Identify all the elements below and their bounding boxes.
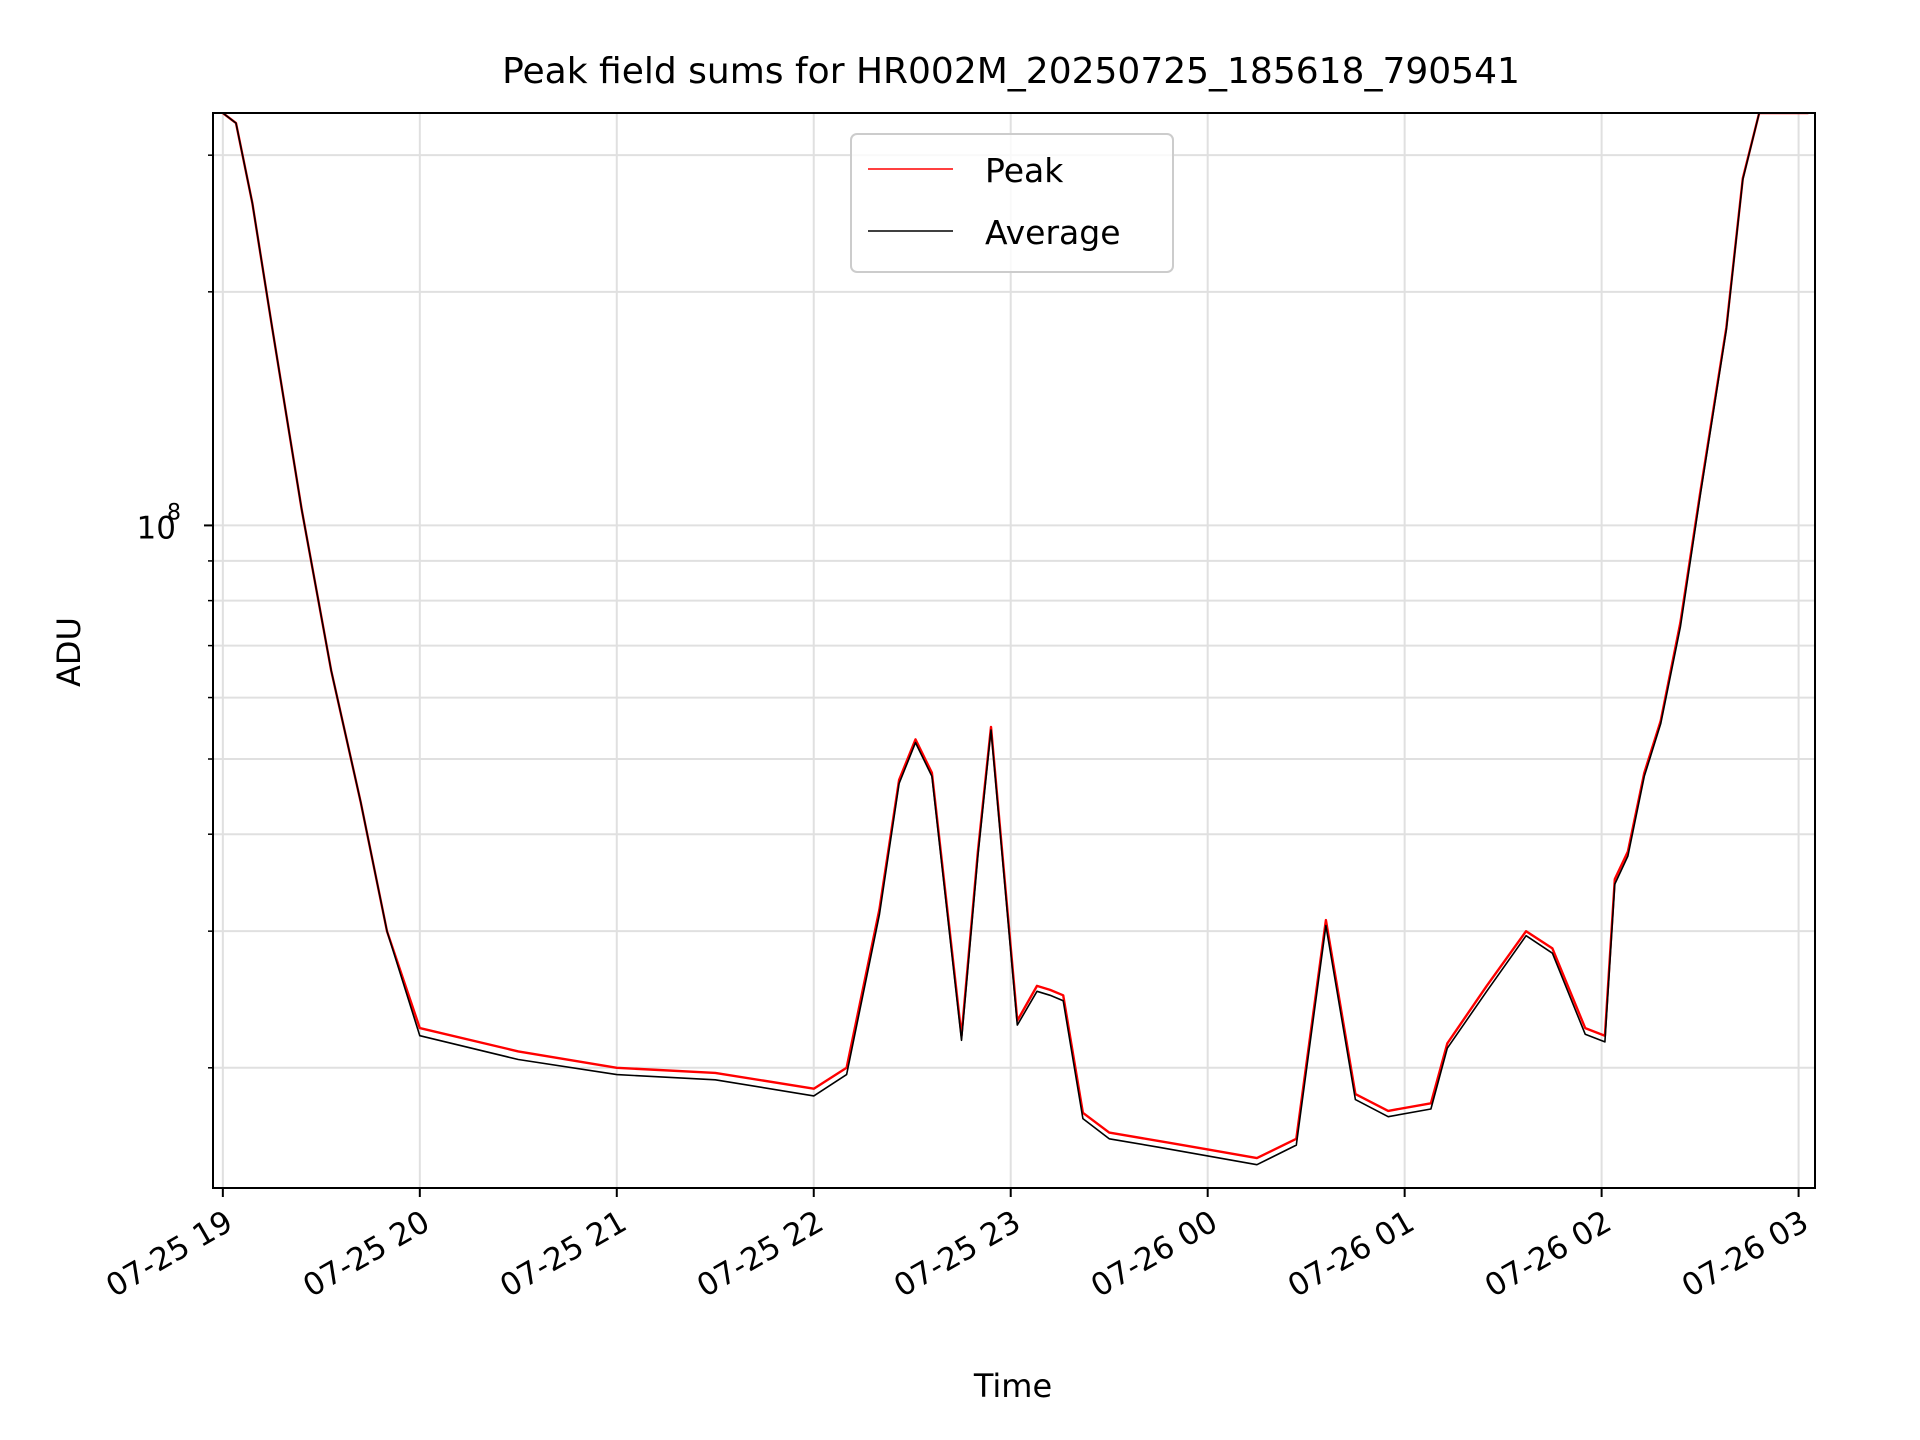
- series-line-average: [222, 113, 1809, 1166]
- series-lines: [222, 113, 1809, 1166]
- y-tick-label-base: 10: [137, 510, 176, 546]
- x-axis-label: Time: [973, 1367, 1052, 1405]
- legend-peak-label: Peak: [985, 151, 1064, 190]
- series-line-peak: [222, 113, 1809, 1160]
- y-tick-label-exponent: 8: [167, 500, 181, 525]
- grid: [213, 113, 1815, 1188]
- y-axis-label: ADU: [50, 617, 88, 687]
- plot-frame: [212, 112, 1816, 1189]
- legend: Peak Average: [850, 133, 1174, 273]
- legend-average-label: Average: [985, 213, 1121, 252]
- chart-title: Peak field sums for HR002M_20250725_1856…: [502, 51, 1520, 92]
